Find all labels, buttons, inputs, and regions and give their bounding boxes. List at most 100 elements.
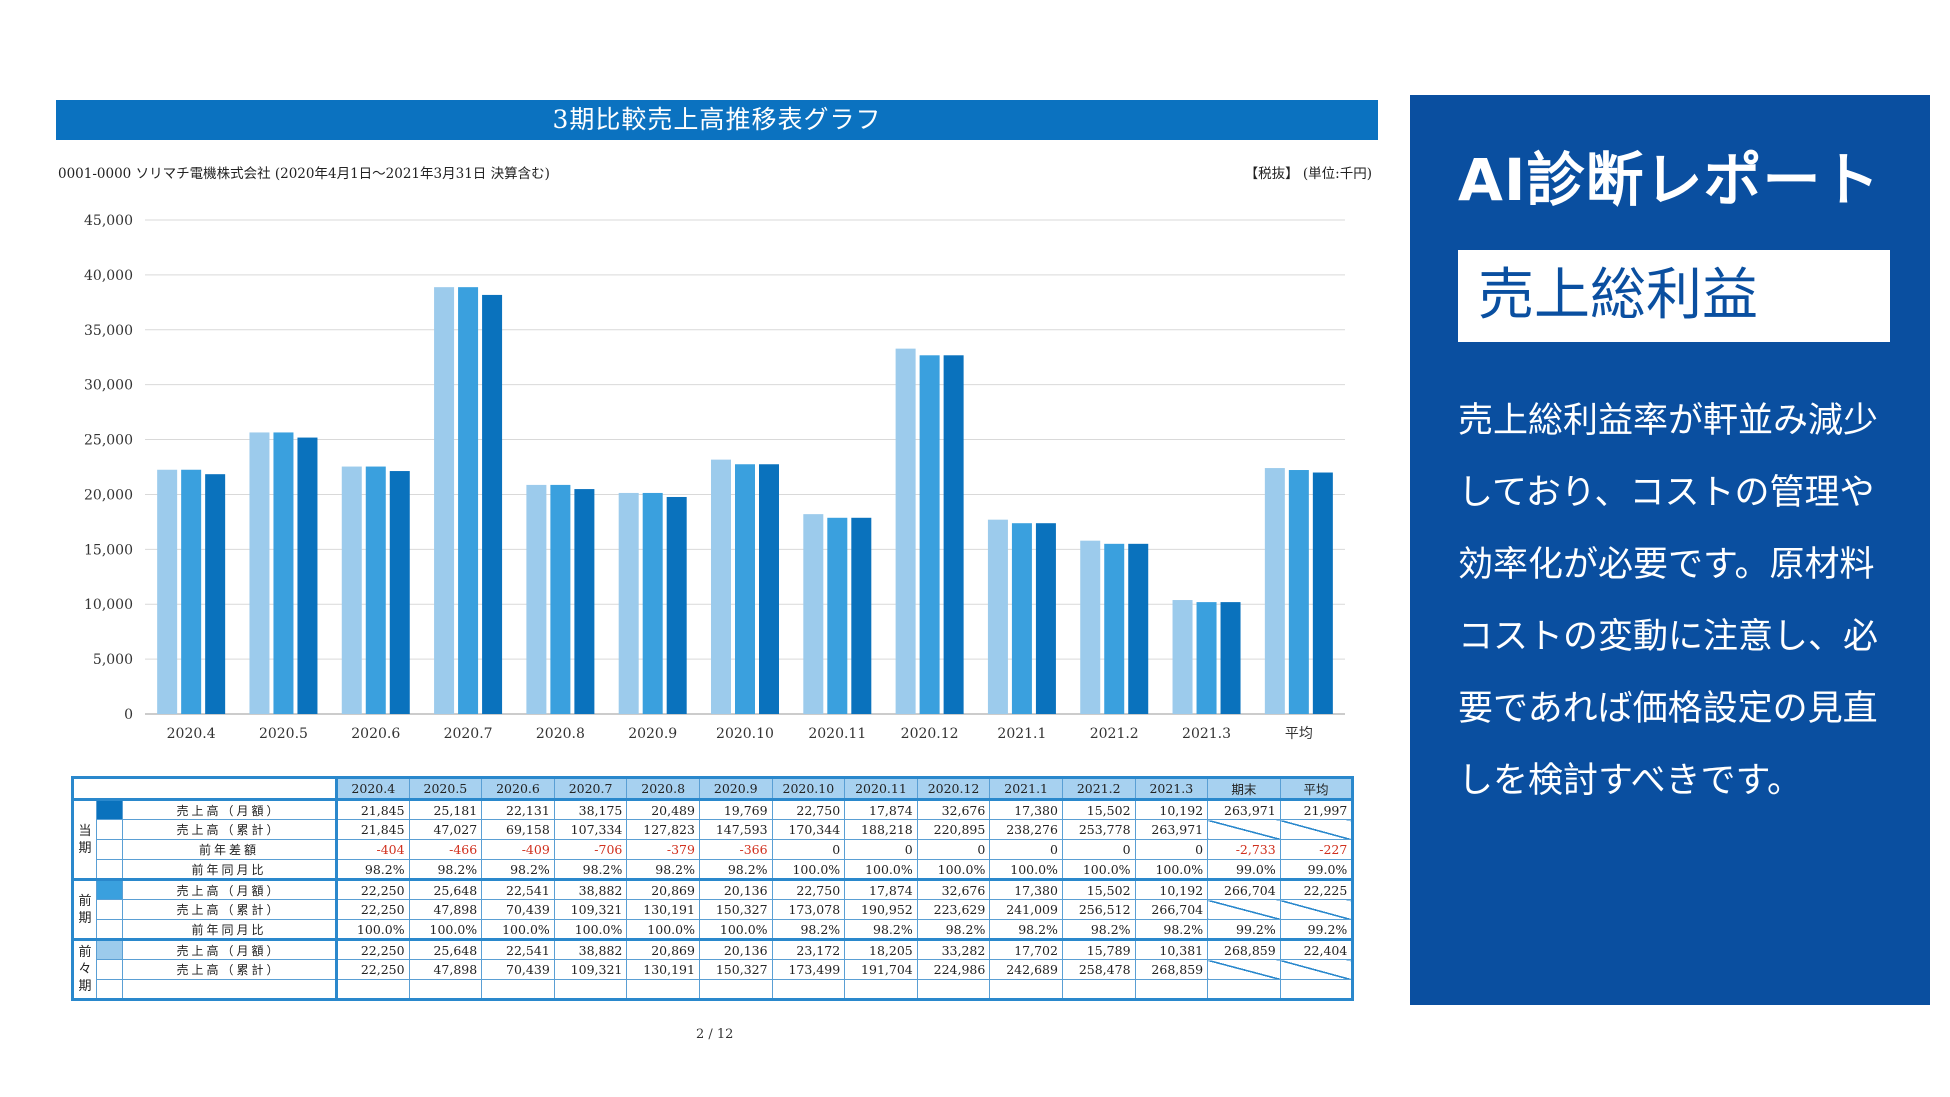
row-label: 前年差額 (122, 839, 337, 860)
table-header-row: 2020.4 2020.5 2020.6 2020.7 2020.8 2020.9 2020… (72, 777, 1354, 800)
ai-report-panel: AI診断レポート 売上総利益 売上総利益率が軒並み減少しており、コストの管理や効… (1410, 95, 1930, 1005)
bar (803, 514, 824, 714)
table-cell: 38,882 (553, 878, 628, 900)
column-header: 2020.6 (481, 777, 555, 800)
y-tick-label: 40,000 (84, 268, 133, 284)
table-cell: 20,136 (698, 878, 773, 900)
table-cell: 256,512 (1061, 899, 1136, 920)
column-header: 2020.12 (916, 777, 991, 800)
table-cell: 69,158 (481, 819, 555, 840)
column-header: 期末 (1207, 777, 1281, 800)
row-label: 売上高（月額） (122, 938, 337, 960)
table-cell: 109,321 (553, 959, 628, 980)
table-cell: 22,404 (1279, 938, 1354, 960)
table-cell: 17,380 (989, 878, 1063, 900)
table-cell: 38,175 (553, 798, 628, 820)
table-cell: 23,172 (771, 938, 846, 960)
table-cell: 98.2% (844, 919, 918, 940)
table-cell: 22,541 (481, 878, 555, 900)
column-header: 2020.4 (335, 777, 410, 800)
table-cell: 22,250 (335, 959, 410, 980)
table-row: 前年同月比 100.0% 100.0% 100.0% 100.0% 100.0% 100.0… (73, 919, 1354, 940)
table-cell (771, 979, 846, 1000)
table-cell: 98.2% (1061, 919, 1136, 940)
legend-swatch (96, 959, 123, 980)
table-cell: 47,027 (408, 819, 483, 840)
table-cell: 15,502 (1061, 878, 1136, 900)
table-cell: 33,282 (916, 938, 991, 960)
table-cell: 100.0% (1134, 859, 1209, 880)
table-cell: 22,250 (335, 899, 410, 920)
bar (618, 492, 639, 714)
table-cell (989, 979, 1063, 1000)
table-cell: 0 (916, 839, 991, 860)
bar (1080, 540, 1101, 714)
bar (1288, 470, 1309, 714)
table-cell: 266,704 (1134, 899, 1209, 920)
legend-swatch (96, 878, 123, 900)
table-cell: 22,225 (1279, 878, 1354, 900)
table-cell: 22,541 (481, 938, 555, 960)
table-cell: 268,859 (1134, 959, 1209, 980)
table-cell: -227 (1279, 839, 1354, 860)
column-header: 2020.10 (771, 777, 846, 800)
table-row: 売上高（累計） 21,845 47,027 69,158 107,334 127,823 1… (73, 819, 1354, 840)
table-cell: 263,971 (1207, 798, 1281, 820)
table-cell: 25,181 (408, 798, 483, 820)
table-cell: 98.2% (1134, 919, 1209, 940)
header-corner (72, 777, 337, 800)
x-tick-label: 2020.4 (167, 726, 216, 742)
table-cell: 32,676 (916, 878, 991, 900)
table-cell: 253,778 (1061, 819, 1136, 840)
bar (1104, 543, 1125, 714)
table-cell (408, 979, 483, 1000)
table-cell: 99.0% (1207, 859, 1281, 880)
legend-swatch (96, 919, 123, 940)
bar (1172, 600, 1193, 714)
table-cell: 17,702 (989, 938, 1063, 960)
table-cell: 191,704 (844, 959, 918, 980)
legend-swatch (96, 819, 123, 840)
ai-report-subtitle: 売上総利益 (1478, 263, 1758, 328)
ai-report-body: 売上総利益率が軒並み減少しており、コストの管理や効率化が必要です。原材料コストの… (1458, 401, 1879, 801)
table-cell: 99.2% (1207, 919, 1281, 940)
table-cell: 47,898 (408, 959, 483, 980)
table-cell: 190,952 (844, 899, 918, 920)
table-cell (1279, 959, 1354, 980)
x-tick-label: 平均 (1285, 726, 1313, 742)
sales-comparison-table: 2020.4 2020.5 2020.6 2020.7 2020.8 2020.9 2020… (71, 776, 1355, 1001)
table-cell: -404 (335, 839, 410, 860)
table-row: 前年差額 -404 -466 -409 -706 -379 -366 0 0 0 0 0 0 -2,733… (73, 839, 1354, 860)
column-header: 2021.1 (989, 777, 1063, 800)
tax-unit-label: 【税抜】 (単位:千円) (1244, 166, 1372, 182)
legend-swatch (96, 839, 123, 860)
bar (666, 496, 687, 714)
y-tick-label: 15,000 (84, 542, 133, 558)
y-tick-label: 25,000 (84, 433, 133, 449)
table-cell: 20,136 (698, 938, 773, 960)
table-cell: 0 (844, 839, 918, 860)
row-label: 売上高（累計） (122, 899, 337, 920)
bar (297, 437, 318, 714)
column-header: 2021.2 (1061, 777, 1136, 800)
bar (181, 469, 202, 714)
table-cell: 47,898 (408, 899, 483, 920)
table-cell: 98.2% (698, 859, 773, 880)
table-cell: 17,874 (844, 798, 918, 820)
table-cell: 15,789 (1061, 938, 1136, 960)
table-cell: 266,704 (1207, 878, 1281, 900)
table-cell (844, 979, 918, 1000)
table-cell: -2,733 (1207, 839, 1281, 860)
table-cell: 32,676 (916, 798, 991, 820)
table-cell: 100.0% (916, 859, 991, 880)
bar (249, 432, 270, 714)
table-cell: 25,648 (408, 878, 483, 900)
table-cell: 223,629 (916, 899, 991, 920)
table-cell: 188,218 (844, 819, 918, 840)
column-header: 2020.5 (408, 777, 483, 800)
table-cell: 25,648 (408, 938, 483, 960)
row-label: 売上高（月額） (122, 798, 337, 820)
bar (1128, 543, 1149, 714)
table-cell: 100.0% (335, 919, 410, 940)
table-cell: 98.2% (553, 859, 628, 880)
